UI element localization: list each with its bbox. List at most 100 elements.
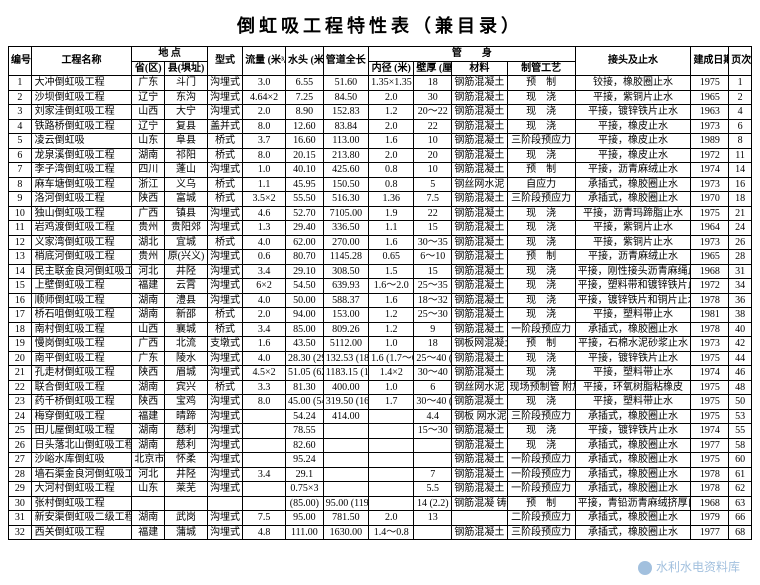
cell-head: 82.60	[286, 438, 324, 453]
cell-joint: 承插式，橡胶圈止水	[575, 177, 691, 192]
col-craft: 制管工艺	[507, 61, 575, 76]
cell-thick: 25～35	[414, 279, 452, 294]
cell-year: 1975	[691, 206, 729, 221]
cell-prov: 广东	[132, 351, 165, 366]
cell-flow	[243, 409, 286, 424]
cell-material: 钢筋混凝土	[452, 453, 507, 468]
cell-prov	[132, 496, 165, 511]
cell-name: 张村倒虹吸工程	[31, 496, 132, 511]
cell-year: 1965	[691, 250, 729, 265]
cell-name: 联合倒虹吸工程	[31, 380, 132, 395]
cell-flow: 2.0	[243, 308, 286, 323]
table-row: 28墙石渠金良河倒虹吸工程河北井陉沟埋式3.429.17钢筋混凝土一阶段预应力承…	[9, 467, 752, 482]
cell-year: 1977	[691, 438, 729, 453]
cell-prov: 湖南	[132, 148, 165, 163]
cell-craft: 三阶段预应力	[507, 192, 575, 207]
cell-dia: 1.6	[369, 235, 414, 250]
cell-page: 2	[729, 90, 752, 105]
cell-craft: 现 浇	[507, 438, 575, 453]
cell-idx: 25	[9, 424, 32, 439]
cell-county: 义乌	[165, 177, 208, 192]
cell-prov: 山西	[132, 322, 165, 337]
cell-thick: 25～30	[414, 308, 452, 323]
cell-page: 24	[729, 221, 752, 236]
cell-head: 54.50	[286, 279, 324, 294]
cell-flow: 4.0	[243, 293, 286, 308]
main-table: 编号 工程名称 地 点 型式 流量 (米³/秒) 水头 (米) 管道全长 (米)…	[8, 46, 752, 540]
cell-idx: 22	[9, 380, 32, 395]
cell-material: 钢筋混凝土	[452, 76, 507, 91]
cell-type: 沟埋式	[207, 221, 242, 236]
cell-prov: 湖南	[132, 511, 165, 526]
cell-name: 龙泉溪倒虹吸工程	[31, 148, 132, 163]
cell-page: 58	[729, 438, 752, 453]
cell-flow: 0.6	[243, 250, 286, 265]
cell-length: 336.50	[323, 221, 368, 236]
cell-dia: 1.7	[369, 395, 414, 410]
cell-name: 孔走材倒虹吸工程	[31, 366, 132, 381]
cell-county: 眉城	[165, 366, 208, 381]
cell-flow: 8.0	[243, 148, 286, 163]
cell-prov: 山西	[132, 105, 165, 120]
cell-page: 40	[729, 322, 752, 337]
cell-type: 沟埋式	[207, 409, 242, 424]
col-thick: 壁厚 (厘米)	[414, 61, 452, 76]
cell-prov: 福建	[132, 409, 165, 424]
cell-material: 钢筋混凝土	[452, 192, 507, 207]
cell-length: 153.00	[323, 308, 368, 323]
cell-joint: 平接，镀锌铁片和铜片止水	[575, 293, 691, 308]
cell-thick	[414, 453, 452, 468]
cell-joint: 平接，紫铜片止水	[575, 235, 691, 250]
cell-name: 岩鸡渡倒虹吸工程	[31, 221, 132, 236]
cell-idx: 3	[9, 105, 32, 120]
cell-material: 钢筋混凝土	[452, 322, 507, 337]
cell-year: 1989	[691, 134, 729, 149]
table-row: 32西关倒虹吸工程福建蒲城沟埋式4.8111.001630.001.4～0.8钢…	[9, 525, 752, 540]
cell-page: 38	[729, 308, 752, 323]
cell-prov: 湖南	[132, 438, 165, 453]
cell-idx: 20	[9, 351, 32, 366]
cell-prov: 福建	[132, 279, 165, 294]
cell-name: 麻车塘倒虹吸工程	[31, 177, 132, 192]
cell-type: 沟埋式	[207, 511, 242, 526]
cell-page: 50	[729, 395, 752, 410]
cell-dia: 1.6	[369, 293, 414, 308]
cell-head: 29.10	[286, 264, 324, 279]
cell-flow	[243, 424, 286, 439]
cell-county: 蓬山	[165, 163, 208, 178]
cell-thick: 5.5	[414, 482, 452, 497]
cell-joint: 平接，环氧树脂粘橡皮	[575, 380, 691, 395]
cell-prov: 湖南	[132, 308, 165, 323]
cell-name: 李子湾倒虹吸工程	[31, 163, 132, 178]
cell-head: 95.00	[286, 511, 324, 526]
cell-flow: 2.0	[243, 105, 286, 120]
cell-length: 588.37	[323, 293, 368, 308]
cell-material: 钢筋混凝土	[452, 293, 507, 308]
cell-joint: 平接，镀锌铁片止水	[575, 351, 691, 366]
cell-prov: 湖北	[132, 235, 165, 250]
cell-material: 钢筋混凝土	[452, 163, 507, 178]
cell-type: 桥式	[207, 308, 242, 323]
cell-flow: 4.8	[243, 525, 286, 540]
cell-craft: 三阶段预应力	[507, 409, 575, 424]
col-idx: 编号	[9, 47, 32, 76]
cell-thick: 30～40	[414, 366, 452, 381]
table-row: 1大冲倒虹吸工程广东斗门沟埋式3.06.5551.601.35×1.3518钢筋…	[9, 76, 752, 91]
cell-head: 111.00	[286, 525, 324, 540]
cell-craft: 现 浇	[507, 293, 575, 308]
cell-idx: 1	[9, 76, 32, 91]
cell-idx: 27	[9, 453, 32, 468]
cell-joint: 承插式，橡胶圈止水	[575, 467, 691, 482]
cell-material: 钢筋混凝 铸铁管	[452, 496, 507, 511]
cell-type: 沟埋式	[207, 105, 242, 120]
cell-thick: 22	[414, 119, 452, 134]
cell-name: 桥石咀倒虹吸工程	[31, 308, 132, 323]
watermark: 水利水电资料库	[638, 558, 740, 575]
cell-head: 16.60	[286, 134, 324, 149]
cell-length: 152.83	[323, 105, 368, 120]
cell-material: 钢筋混凝土	[452, 279, 507, 294]
cell-flow: 3.4	[243, 467, 286, 482]
cell-page: 4	[729, 105, 752, 120]
table-row: 10独山倒虹吸工程广西镇县沟埋式4.652.707105.001.922钢筋混凝…	[9, 206, 752, 221]
table-row: 22联合倒虹吸工程湖南宾兴桥式3.381.30400.001.06钢丝网水泥现场…	[9, 380, 752, 395]
